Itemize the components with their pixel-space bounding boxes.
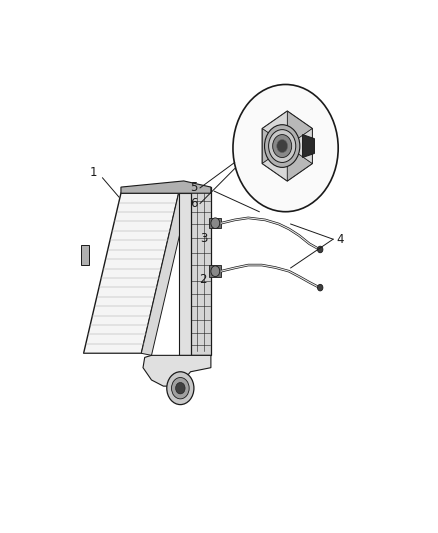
Polygon shape	[303, 134, 314, 158]
Text: 1: 1	[90, 166, 98, 179]
Polygon shape	[287, 111, 312, 146]
Circle shape	[318, 246, 323, 253]
Circle shape	[172, 377, 189, 399]
Circle shape	[268, 130, 296, 163]
Text: 3: 3	[201, 232, 208, 245]
Polygon shape	[84, 193, 179, 353]
Circle shape	[277, 140, 288, 152]
Polygon shape	[191, 187, 211, 356]
Polygon shape	[287, 146, 312, 181]
Polygon shape	[262, 128, 287, 164]
Polygon shape	[262, 111, 287, 146]
Circle shape	[318, 284, 323, 291]
Polygon shape	[209, 218, 221, 228]
Polygon shape	[262, 146, 287, 181]
Polygon shape	[143, 356, 211, 386]
Circle shape	[273, 134, 292, 158]
Circle shape	[167, 372, 194, 405]
Polygon shape	[121, 181, 211, 193]
Polygon shape	[287, 128, 312, 164]
Polygon shape	[209, 265, 221, 277]
Polygon shape	[121, 190, 182, 193]
Text: 4: 4	[336, 233, 344, 246]
Text: 5: 5	[190, 181, 198, 195]
Polygon shape	[81, 245, 88, 265]
Polygon shape	[262, 111, 312, 181]
Text: 2: 2	[199, 273, 206, 286]
Circle shape	[176, 383, 185, 394]
Circle shape	[265, 125, 300, 167]
Circle shape	[211, 266, 220, 277]
Circle shape	[233, 84, 338, 212]
Polygon shape	[141, 193, 189, 356]
Text: 6: 6	[190, 197, 198, 210]
Circle shape	[211, 218, 220, 229]
Polygon shape	[179, 193, 194, 356]
